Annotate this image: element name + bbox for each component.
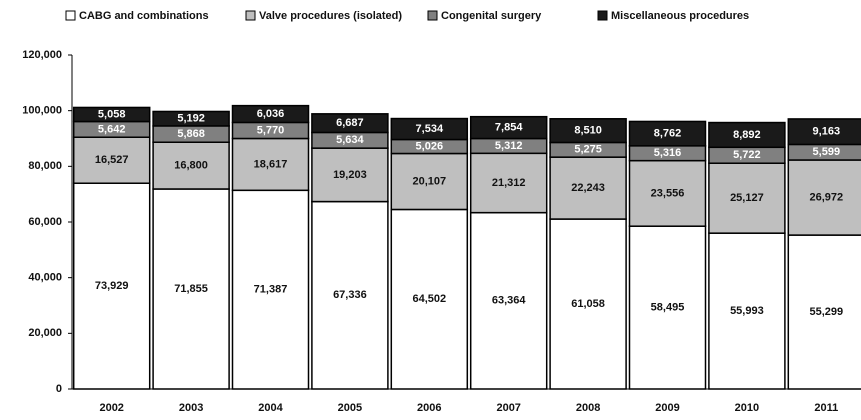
bar-segment: [549, 218, 627, 390]
data-label: 64,502: [412, 293, 446, 305]
data-label: 55,993: [730, 305, 764, 317]
data-label: 5,599: [813, 146, 841, 158]
bar-segment: [628, 120, 707, 147]
legend-label: Valve procedures (isolated): [259, 10, 402, 22]
bar-segment: [787, 118, 861, 146]
data-label: 8,510: [574, 125, 602, 137]
data-label: 7,534: [416, 123, 444, 135]
bar-segment: [152, 110, 230, 127]
x-tick-label: 2004: [258, 402, 283, 414]
bar-segment: [72, 106, 151, 123]
y-tick-label: 120,000: [22, 49, 62, 61]
data-label: 25,127: [730, 192, 764, 204]
legend-swatch: [65, 10, 76, 21]
x-tick-label: 2009: [655, 402, 679, 414]
x-tick-label: 2008: [576, 402, 600, 414]
bar-segment: [390, 208, 469, 390]
bar-segment: [231, 104, 310, 124]
bar-segment: [152, 188, 230, 390]
data-label: 22,243: [571, 182, 605, 194]
y-tick-label: 20,000: [28, 327, 62, 339]
data-label: 18,617: [254, 158, 288, 170]
data-label: 20,107: [412, 175, 446, 187]
data-label: 26,972: [809, 191, 843, 203]
data-label: 5,316: [654, 147, 682, 159]
bar-segment: [469, 115, 548, 140]
data-label: 61,058: [571, 298, 605, 310]
data-label: 16,527: [95, 154, 129, 166]
data-label: 8,762: [654, 128, 682, 140]
x-tick-label: 2007: [496, 402, 520, 414]
data-label: 5,058: [98, 108, 126, 120]
data-label: 58,495: [651, 302, 685, 314]
data-label: 71,855: [174, 283, 208, 295]
data-label: 21,312: [492, 177, 526, 189]
y-tick-label: 40,000: [28, 272, 62, 284]
bar-segment: [231, 189, 310, 390]
data-label: 5,312: [495, 140, 523, 152]
x-tick-label: 2002: [99, 402, 123, 414]
bar-segment: [708, 232, 786, 390]
x-tick-label: 2003: [179, 402, 203, 414]
legend-swatch: [427, 10, 438, 21]
data-label: 23,556: [651, 187, 685, 199]
y-tick-label: 60,000: [28, 216, 62, 228]
legend-label: CABG and combinations: [79, 10, 209, 22]
data-label: 5,634: [336, 134, 364, 146]
data-label: 5,642: [98, 123, 126, 135]
data-label: 67,336: [333, 289, 367, 301]
bar-segment: [311, 113, 389, 134]
data-label: 5,722: [733, 149, 761, 161]
data-label: 71,387: [254, 284, 288, 296]
bar-segment: [152, 141, 230, 190]
bar-segment: [390, 152, 469, 211]
legend-swatch: [597, 10, 608, 21]
y-tick-label: 100,000: [22, 105, 62, 117]
data-label: 5,868: [177, 128, 205, 140]
data-label: 19,203: [333, 169, 367, 181]
bar-segment: [787, 159, 861, 236]
data-label: 6,687: [336, 117, 364, 129]
legend-label: Miscellaneous procedures: [611, 10, 749, 22]
bar-segment: [708, 121, 786, 149]
bar-segment: [390, 117, 469, 141]
bar-segment: [311, 147, 389, 203]
bar-segment: [549, 118, 627, 144]
data-label: 73,929: [95, 280, 129, 292]
x-tick-label: 2005: [338, 402, 362, 414]
bar-segment: [72, 136, 151, 184]
data-label: 9,163: [813, 126, 841, 138]
data-label: 55,299: [809, 306, 843, 318]
bar-segment: [469, 152, 548, 214]
data-label: 5,770: [257, 124, 285, 136]
data-label: 7,854: [495, 122, 523, 134]
y-tick-label: 80,000: [28, 160, 62, 172]
data-label: 5,275: [574, 144, 602, 156]
x-tick-label: 2010: [735, 402, 759, 414]
bar-segment: [628, 159, 707, 227]
bar-segment: [311, 200, 389, 390]
data-label: 5,026: [416, 140, 444, 152]
data-label: 16,800: [174, 160, 208, 172]
y-tick-label: 0: [56, 383, 62, 395]
legend-swatch: [245, 10, 256, 21]
x-tick-label: 2006: [417, 402, 441, 414]
x-tick-label: 2011: [814, 402, 838, 414]
data-label: 5,192: [177, 113, 205, 125]
data-label: 63,364: [492, 295, 527, 307]
legend-label: Congenital surgery: [441, 10, 542, 22]
data-label: 6,036: [257, 108, 285, 120]
data-label: 8,892: [733, 129, 761, 141]
